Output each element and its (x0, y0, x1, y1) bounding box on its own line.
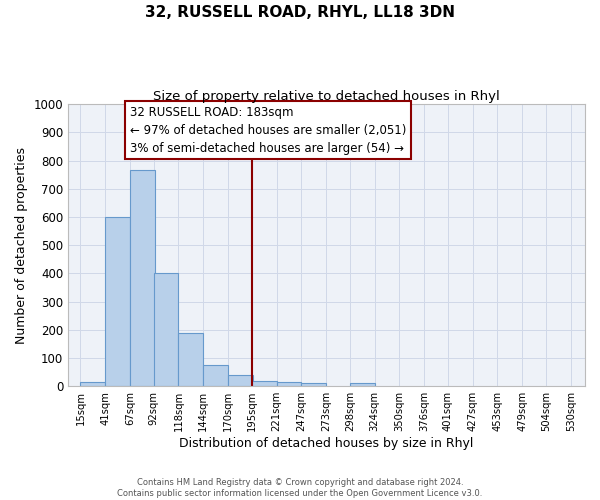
Bar (80, 382, 105, 386)
Bar (105, 217, 130, 386)
Bar (178, 332, 203, 386)
Bar (154, 274, 178, 386)
Bar (252, 380, 277, 386)
Bar (130, 170, 155, 386)
Bar (203, 365, 228, 386)
Bar (228, 375, 253, 386)
Text: 32, RUSSELL ROAD, RHYL, LL18 3DN: 32, RUSSELL ROAD, RHYL, LL18 3DN (145, 5, 455, 20)
Text: Contains HM Land Registry data © Crown copyright and database right 2024.
Contai: Contains HM Land Registry data © Crown c… (118, 478, 482, 498)
Bar (277, 382, 301, 386)
Bar (350, 384, 374, 386)
X-axis label: Distribution of detached houses by size in Rhyl: Distribution of detached houses by size … (179, 437, 474, 450)
Title: Size of property relative to detached houses in Rhyl: Size of property relative to detached ho… (153, 90, 500, 103)
Text: 32 RUSSELL ROAD: 183sqm
← 97% of detached houses are smaller (2,051)
3% of semi-: 32 RUSSELL ROAD: 183sqm ← 97% of detache… (130, 106, 406, 154)
Y-axis label: Number of detached properties: Number of detached properties (15, 146, 28, 344)
Bar (301, 384, 326, 386)
